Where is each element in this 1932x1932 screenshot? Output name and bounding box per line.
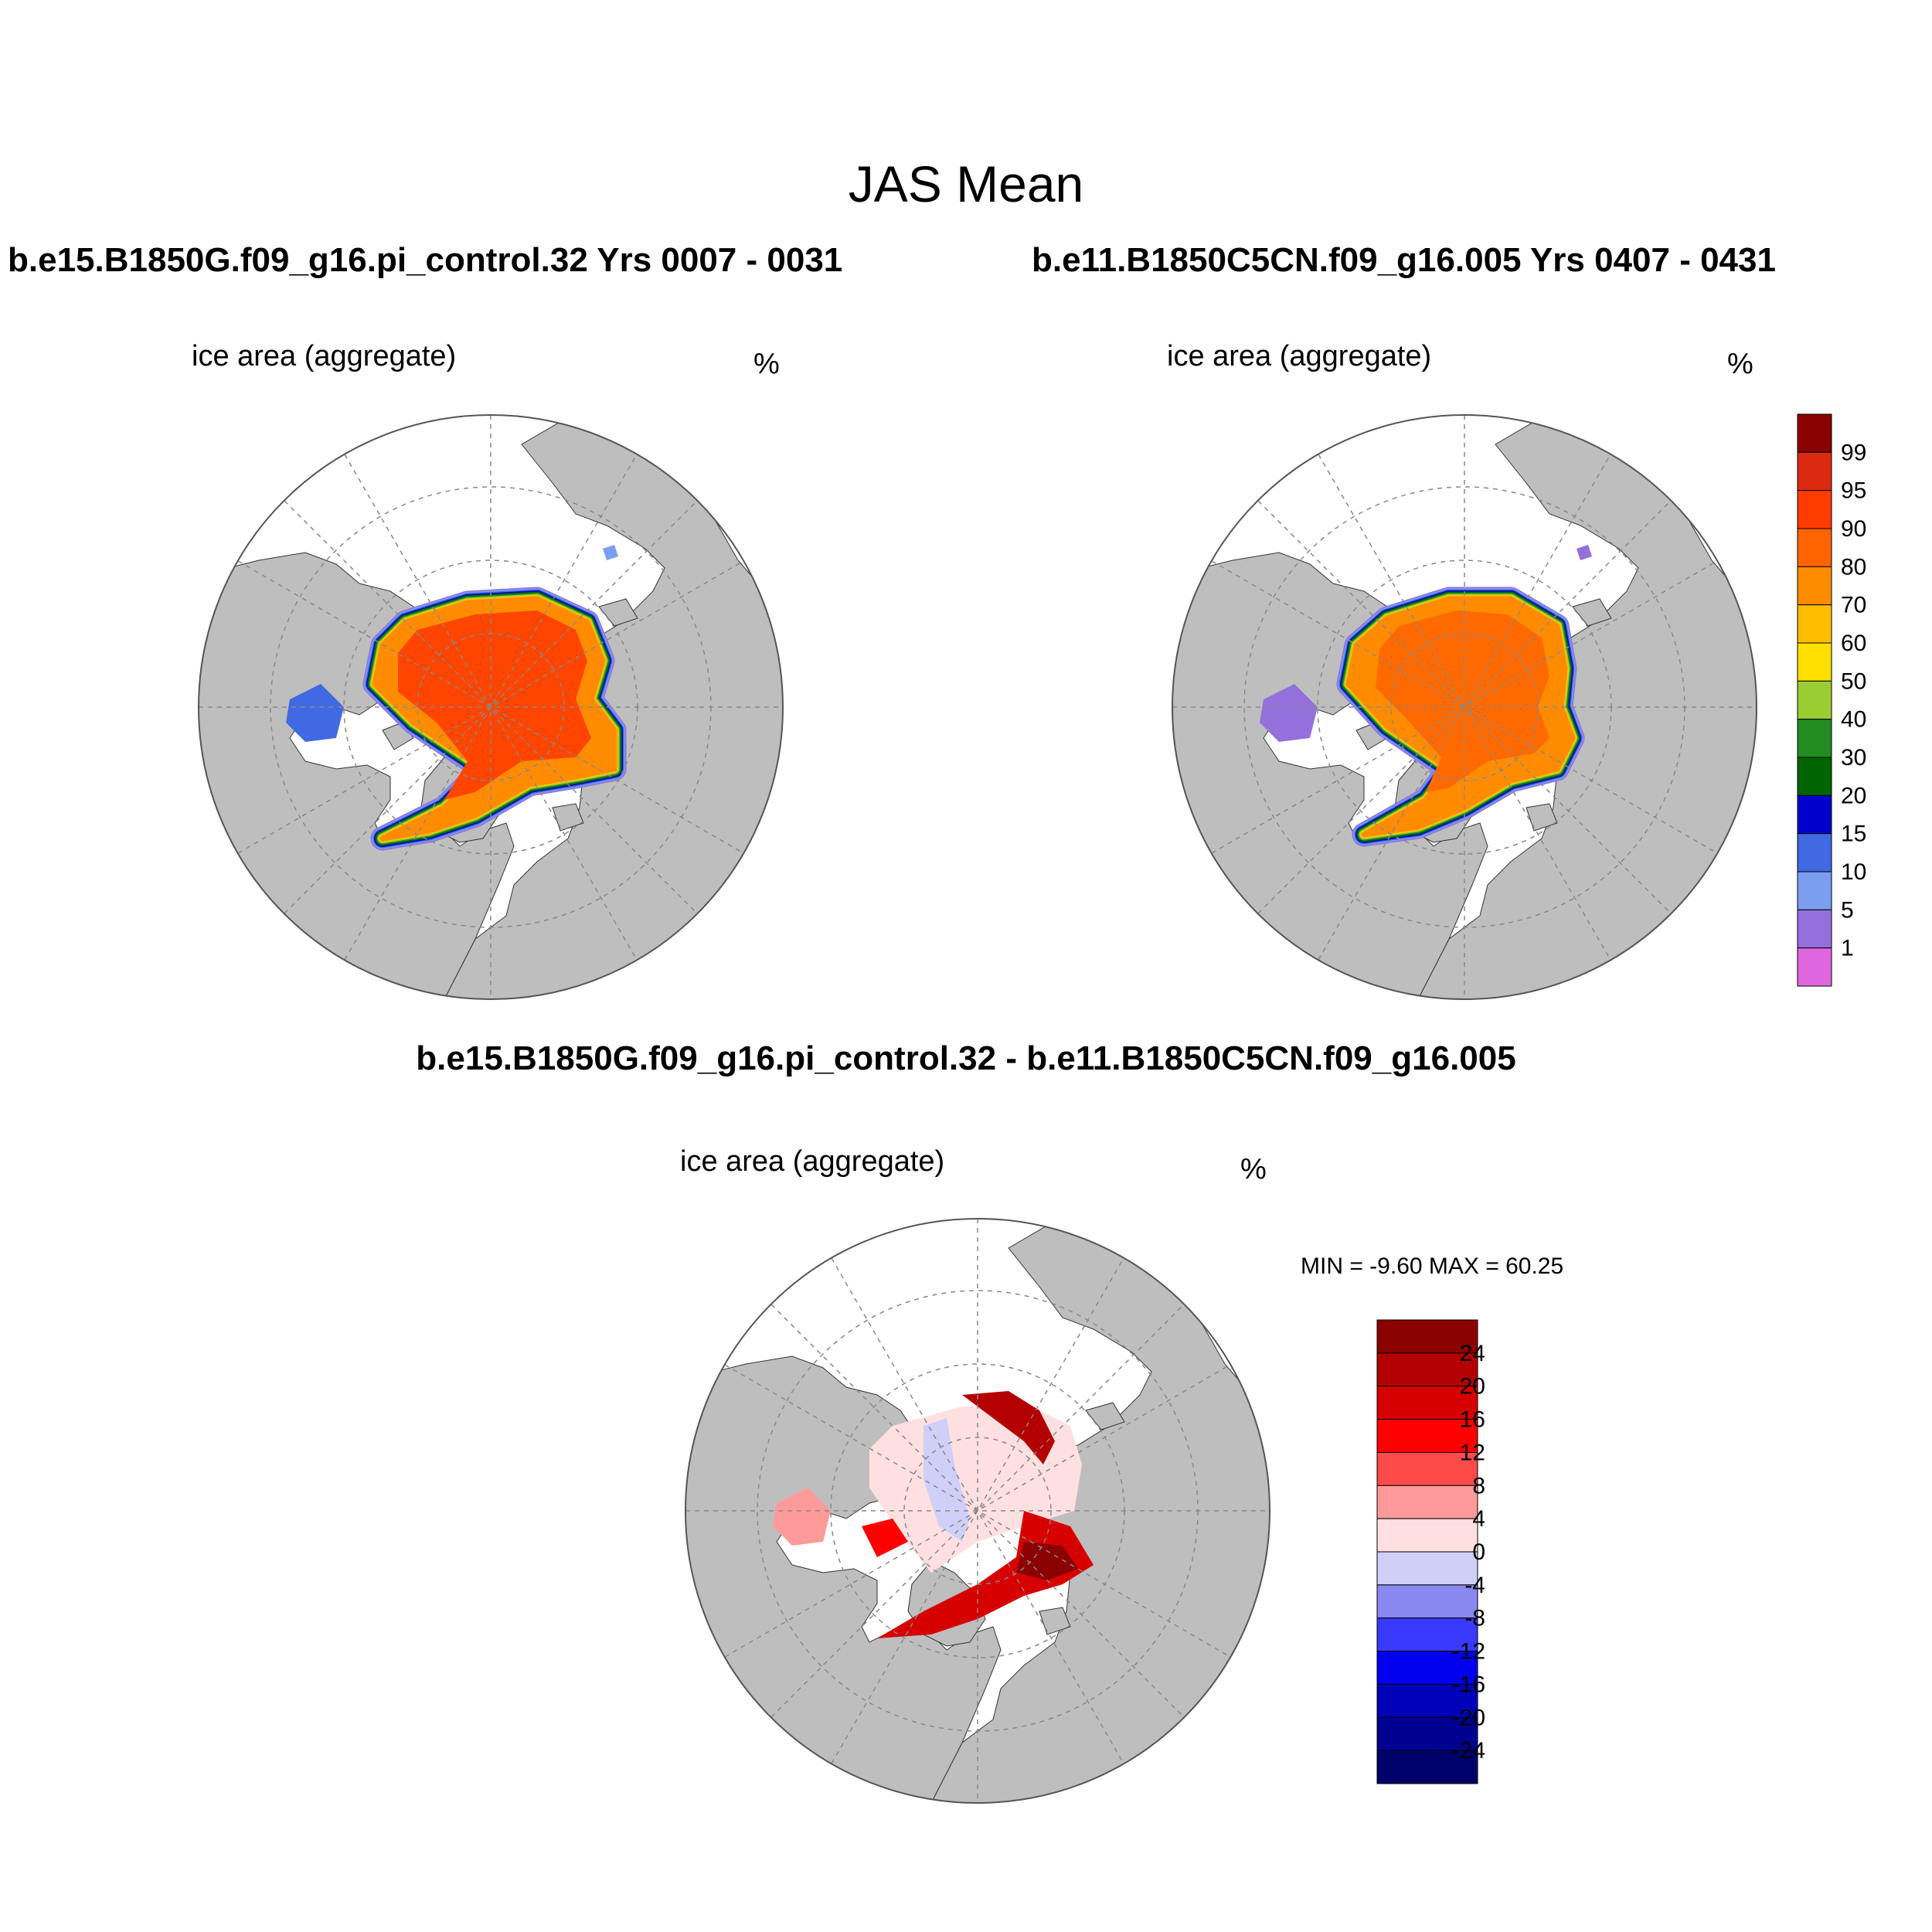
panel-2-bering-ice [1577,545,1592,560]
panel-2-hudson-ice [1260,684,1318,742]
ice-colorbar-box [1797,871,1832,910]
ice-colorbar-label: 90 [1841,516,1866,542]
difference-colorbar-label: -12 [1452,1639,1485,1665]
panel-1-map-border [198,414,784,1000]
main-title: JAS Mean [848,155,1084,213]
ice-colorbar-box [1797,680,1832,720]
ice-colorbar-label: 50 [1841,668,1866,694]
ice-colorbar-label: 40 [1841,707,1866,733]
difference-map [685,1218,1270,1804]
ice-colorbar-box [1797,413,1832,453]
difference-colorbar-label: 8 [1472,1473,1485,1498]
difference-colorbar-label: 20 [1460,1374,1485,1400]
ice-colorbar-label: 95 [1841,478,1866,504]
difference-variable-label: ice area (aggregate) [680,1145,945,1178]
difference-colorbar-label: 4 [1472,1506,1485,1532]
ice-colorbar-label: 5 [1841,897,1854,923]
ice-colorbar-label: 30 [1841,745,1866,770]
ice-colorbar-box [1797,604,1832,644]
difference-hudson [773,1488,831,1546]
panel-2-ice-core [1376,611,1549,792]
difference-colorbar-box [1376,1319,1478,1354]
difference-positive-core [1016,1542,1078,1580]
ice-colorbar-box [1797,909,1832,949]
ice-colorbar-box [1797,566,1832,606]
difference-colorbar-box [1376,1352,1478,1387]
panel-1-hudson-ice [286,684,344,742]
panel-2-units-label: % [1727,348,1753,380]
ice-colorbar-box [1797,757,1832,796]
ice-colorbar-box [1797,642,1832,682]
ice-colorbar-label: 99 [1841,440,1866,465]
difference-colorbar-box [1376,1750,1478,1784]
ice-colorbar-box [1797,794,1832,835]
difference-colorbar-box [1376,1584,1478,1619]
difference-colorbar-box [1376,1451,1478,1486]
difference-colorbar-box [1376,1617,1478,1652]
difference-units-label: % [1240,1153,1267,1185]
difference-minmax-label: MIN = -9.60 MAX = 60.25 [1301,1253,1564,1279]
difference-colorbar-box [1376,1485,1478,1519]
difference-colorbar: 24 20 16 12 8 4 0 -4 -8 -12 -16 -20 -24 [1376,1319,1485,1784]
difference-colorbar-label: -20 [1452,1705,1485,1730]
difference-title: b.e15.B1850G.f09_g16.pi_control.32 - b.e… [416,1039,1516,1077]
ice-colorbar-box [1797,719,1832,758]
difference-colorbar-box [1376,1518,1478,1553]
difference-colorbar-box [1376,1386,1478,1420]
difference-colorbar-box [1376,1651,1478,1685]
ice-colorbar-label: 1 [1841,936,1854,961]
panel-1-ice-map [198,414,784,1000]
difference-colorbar-box [1376,1419,1478,1453]
panel-2-variable-label: ice area (aggregate) [1167,340,1432,372]
ice-colorbar-box [1797,833,1832,872]
ice-colorbar-label: 20 [1841,783,1866,808]
ice-colorbar-box [1797,490,1832,529]
difference-colorbar-label: -16 [1452,1672,1485,1697]
difference-colorbar-box [1376,1551,1478,1586]
ice-colorbar-box [1797,947,1832,987]
difference-colorbar-box [1376,1683,1478,1718]
difference-baffin [862,1519,908,1557]
ice-colorbar-box [1797,451,1832,492]
difference-colorbar-box [1376,1716,1478,1751]
panel-1-ice-core [398,611,591,800]
panel-2-map-border [1172,414,1757,1000]
panel-2-case-title: b.e11.B1850C5CN.f09_g16.005 Yrs 0407 - 0… [1032,241,1776,279]
ice-colorbar-label: 70 [1841,593,1866,618]
panel-1-variable-label: ice area (aggregate) [192,340,457,372]
panel-2-ice-map [1172,414,1757,1000]
difference-positive-band [877,1511,1094,1638]
ice-colorbar: 99 95 90 80 70 60 50 40 30 20 15 10 5 1 [1797,413,1866,987]
ice-colorbar-label: 10 [1841,859,1866,885]
panel-1-case-title: b.e15.B1850G.f09_g16.pi_control.32 Yrs 0… [8,241,843,279]
difference-colorbar-label: 0 [1472,1539,1485,1565]
difference-colorbar-label: 24 [1460,1341,1485,1366]
ice-colorbar-box [1797,528,1832,567]
difference-colorbar-label: -24 [1452,1738,1485,1764]
difference-positive-east [962,1391,1055,1464]
panel-1-bering-ice [603,545,618,560]
difference-colorbar-label: -4 [1464,1573,1485,1598]
ice-colorbar-label: 15 [1841,821,1866,847]
ice-colorbar-label: 60 [1841,631,1866,656]
ice-colorbar-label: 80 [1841,554,1866,580]
difference-colorbar-label: -8 [1464,1606,1485,1631]
difference-colorbar-label: 12 [1460,1440,1485,1465]
difference-colorbar-label: 16 [1460,1407,1485,1433]
difference-map-border [685,1218,1270,1804]
panel-1-units-label: % [753,348,780,380]
